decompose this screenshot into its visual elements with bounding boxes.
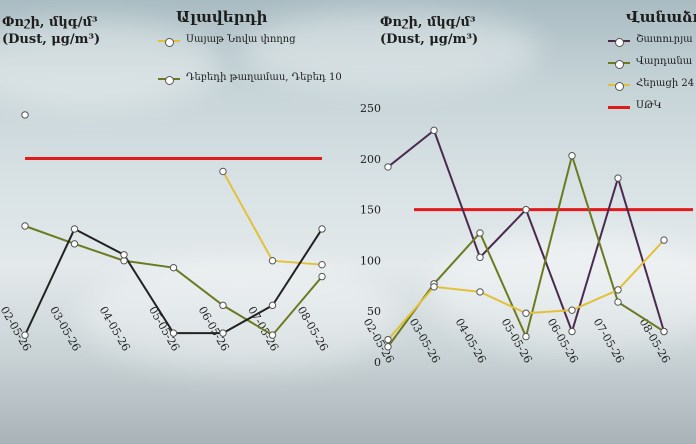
data-point bbox=[384, 163, 392, 171]
data-point bbox=[476, 253, 484, 262]
legend-swatch bbox=[608, 60, 630, 69]
y-tick-label: 150 bbox=[360, 204, 381, 217]
data-point bbox=[21, 222, 29, 230]
data-point bbox=[318, 260, 326, 269]
series-line bbox=[387, 128, 665, 335]
data-point bbox=[268, 301, 277, 310]
data-point bbox=[120, 251, 128, 259]
data-point bbox=[384, 335, 392, 344]
legend-label: Դեբեդի թաղամաս, Դեբեդ 10 bbox=[186, 72, 342, 83]
y-unit-label: Փոշի, մկգ/մ³ (Dust, μg/m³) bbox=[2, 14, 100, 48]
data-point bbox=[268, 257, 277, 265]
data-point bbox=[660, 327, 668, 336]
alaverdi-chart-panel: Փոշի, մկգ/մ³ (Dust, μg/m³) Ալավերդի Սայա… bbox=[0, 8, 342, 354]
legend-label: Շատուրյա bbox=[636, 34, 693, 45]
x-tick-label: 08-05-26 bbox=[295, 304, 331, 353]
data-point bbox=[522, 205, 530, 214]
data-point bbox=[169, 329, 178, 337]
x-tick-label: 07-05-26 bbox=[591, 316, 627, 365]
data-point bbox=[476, 288, 484, 296]
data-point bbox=[430, 126, 438, 135]
chart-plot: 02-05-26 03-05-26 04-05-26 05-05-26 06-05-26… bbox=[0, 111, 331, 354]
series-line bbox=[24, 227, 323, 336]
y-tick-label: 50 bbox=[367, 305, 381, 318]
data-point bbox=[21, 111, 29, 119]
legend-swatch bbox=[158, 76, 180, 85]
data-point bbox=[614, 286, 622, 294]
data-point bbox=[660, 236, 668, 244]
y-tick-label: 100 bbox=[360, 254, 381, 267]
legend-label: Հերացի 24 bbox=[636, 78, 695, 89]
data-point bbox=[614, 298, 622, 306]
series-line bbox=[24, 225, 323, 337]
x-tick-label: 04-05-26 bbox=[453, 316, 489, 365]
data-point bbox=[70, 225, 79, 233]
data-point bbox=[568, 327, 576, 336]
legend-label: Վարդանա bbox=[636, 56, 693, 67]
data-point bbox=[522, 309, 530, 317]
series-line bbox=[387, 152, 665, 348]
legend-swatch bbox=[158, 38, 180, 47]
unit-line-2: (Dust, μg/m³) bbox=[380, 32, 479, 47]
data-point bbox=[268, 331, 277, 339]
data-point bbox=[219, 167, 227, 176]
x-tick-label: 06-05-26 bbox=[196, 304, 232, 353]
data-point bbox=[318, 225, 326, 233]
data-point bbox=[120, 257, 128, 265]
data-point bbox=[21, 331, 29, 339]
y-tick-label: 250 bbox=[360, 102, 381, 115]
x-tick-label: 03-05-26 bbox=[407, 316, 443, 365]
data-point bbox=[219, 329, 227, 337]
data-point bbox=[219, 301, 227, 310]
unit-line-1: Փոշի, մկգ/մ³ bbox=[2, 15, 98, 30]
legend-label: Սայաթ Նովա փողոց bbox=[186, 34, 296, 45]
legend-label: ՍԹԿ bbox=[636, 100, 662, 111]
data-point bbox=[430, 283, 438, 291]
data-point bbox=[568, 152, 576, 160]
x-tick-label: 04-05-26 bbox=[97, 304, 133, 353]
data-point bbox=[169, 263, 178, 272]
x-tick-label: 03-05-26 bbox=[47, 304, 83, 353]
legend-swatch bbox=[608, 38, 630, 47]
data-point bbox=[476, 229, 484, 237]
y-tick-label: 0 bbox=[374, 356, 381, 369]
data-point bbox=[318, 272, 326, 281]
data-point bbox=[70, 240, 79, 248]
data-point bbox=[384, 343, 392, 351]
unit-line-2: (Dust, μg/m³) bbox=[2, 32, 101, 47]
y-unit-label: Փոշի, մկգ/մ³ (Dust, μg/m³) bbox=[380, 14, 478, 48]
x-tick-label: 08-05-26 bbox=[637, 316, 673, 365]
chart-title: Վանաձոր bbox=[626, 8, 696, 26]
vanadzor-chart-panel: Փոշի, մկգ/մ³ (Dust, μg/m³) Վանաձոր Շատու… bbox=[348, 0, 696, 444]
unit-line-1: Փոշի, մկգ/մ³ bbox=[380, 15, 476, 30]
legend-swatch bbox=[608, 106, 630, 109]
data-point bbox=[568, 306, 576, 314]
chart-title: Ալավերդի bbox=[176, 8, 268, 26]
data-point bbox=[614, 174, 622, 182]
data-point bbox=[522, 332, 530, 341]
legend-swatch bbox=[608, 82, 630, 91]
x-tick-label: 05-05-26 bbox=[146, 304, 182, 353]
y-tick-label: 200 bbox=[360, 153, 381, 166]
